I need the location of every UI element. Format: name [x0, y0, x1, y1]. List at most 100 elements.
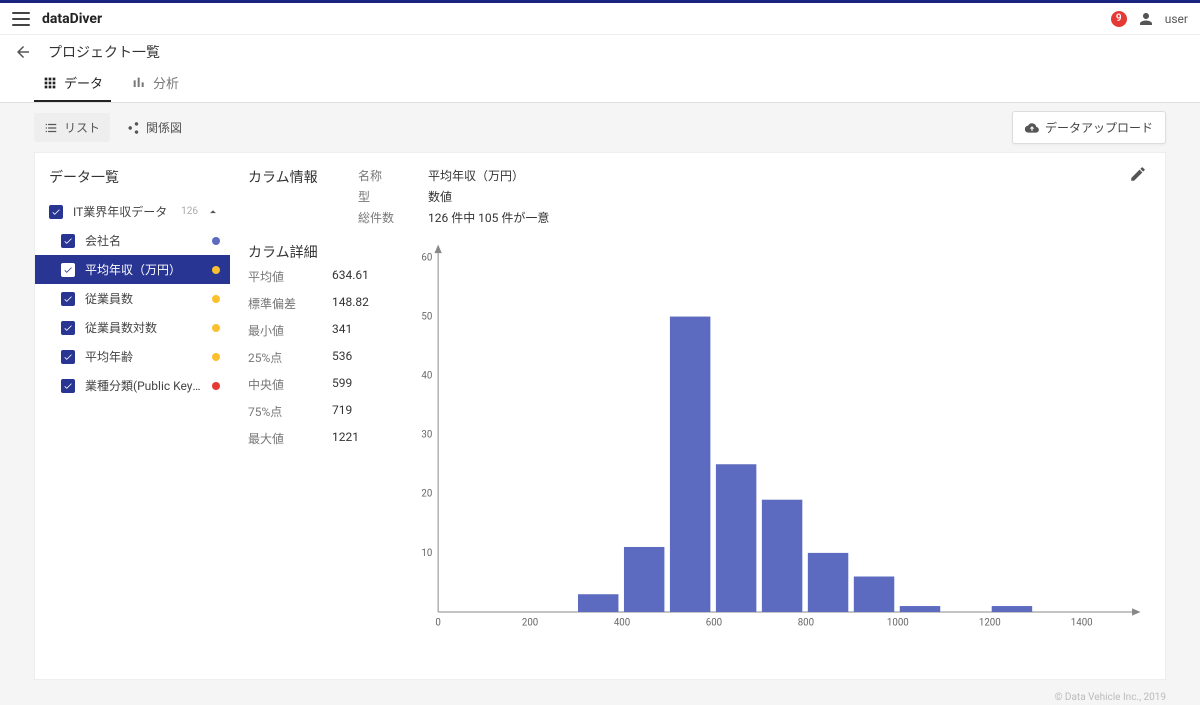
cloud-upload-icon	[1025, 121, 1039, 135]
tree-item-label: 会社名	[85, 232, 206, 249]
checkbox-icon[interactable]	[61, 292, 75, 306]
stat-label: 中央値	[248, 376, 308, 393]
notification-badge[interactable]: 9	[1111, 11, 1127, 27]
tree-item-5[interactable]: 業種分類(Public Keyによ…	[35, 371, 230, 400]
column-info-section: カラム情報 名称 平均年収（万円） 型 数値 総件数 126 件中 105 件が…	[248, 167, 1147, 226]
tree-root-label: IT業界年収データ	[73, 203, 181, 220]
svg-text:400: 400	[614, 618, 630, 629]
svg-text:20: 20	[421, 489, 432, 500]
stat-value: 341	[332, 322, 369, 339]
tree-item-1[interactable]: 平均年収（万円）	[35, 255, 230, 284]
svg-text:10: 10	[421, 548, 432, 559]
info-name-label: 名称	[358, 167, 408, 184]
svg-text:600: 600	[706, 618, 722, 629]
upload-label: データアップロード	[1045, 119, 1153, 136]
tree-item-label: 業種分類(Public Keyによ…	[85, 377, 206, 394]
edit-icon[interactable]	[1129, 165, 1147, 183]
column-details-section: カラム詳細 平均値 634.61 標準偏差 148.82 最小値 341 25%点 536 中央…	[248, 242, 1147, 646]
tab-data[interactable]: データ	[34, 73, 111, 102]
checkbox-icon[interactable]	[61, 263, 75, 277]
tab-analysis-label: 分析	[153, 73, 179, 92]
tab-data-label: データ	[64, 73, 103, 92]
tree-item-3[interactable]: 従業員数対数	[35, 313, 230, 342]
type-dot	[212, 353, 220, 361]
list-icon	[44, 121, 58, 135]
svg-text:30: 30	[421, 430, 432, 441]
svg-text:800: 800	[798, 618, 814, 629]
stat-value: 1221	[332, 430, 369, 447]
sub-toolbar: リスト 関係図 データアップロード	[0, 103, 1200, 152]
app-title: dataDiver	[42, 11, 102, 27]
sidebar-title: データ一覧	[35, 167, 230, 197]
share-icon	[126, 121, 140, 135]
svg-text:1200: 1200	[979, 618, 1001, 629]
bars-icon	[131, 75, 147, 91]
type-dot	[212, 237, 220, 245]
tree-root-count: 126	[181, 206, 198, 217]
type-dot	[212, 266, 220, 274]
stat-label: 最小値	[248, 322, 308, 339]
stat-value: 148.82	[332, 295, 369, 312]
tree-root[interactable]: IT業界年収データ 126	[35, 197, 230, 226]
histogram-svg: 0 200 400 600 800 1000 1200 1400 10 20 30 40 50 60	[409, 242, 1147, 642]
type-dot	[212, 295, 220, 303]
tree-item-label: 従業員数	[85, 290, 206, 307]
user-icon[interactable]	[1137, 10, 1155, 28]
tabs-row: データ 分析	[0, 69, 1200, 103]
app-header: dataDiver 9 user	[0, 3, 1200, 35]
menu-icon[interactable]	[12, 12, 30, 26]
stat-value: 536	[332, 349, 369, 366]
column-info-table: 名称 平均年収（万円） 型 数値 総件数 126 件中 105 件が一意	[358, 167, 549, 226]
svg-text:200: 200	[522, 618, 538, 629]
tree-item-2[interactable]: 従業員数	[35, 284, 230, 313]
info-name-value: 平均年収（万円）	[428, 167, 549, 184]
checkbox-icon[interactable]	[61, 234, 75, 248]
footer-copyright: © Data Vehicle Inc., 2019	[0, 690, 1200, 705]
svg-text:50: 50	[421, 311, 432, 322]
column-details-title: カラム詳細	[248, 242, 369, 262]
info-type-value: 数値	[428, 188, 549, 205]
view-list-label: リスト	[64, 119, 100, 136]
view-list-button[interactable]: リスト	[34, 113, 110, 142]
stats-table: 平均値 634.61 標準偏差 148.82 最小値 341 25%点 536 中央値 599 75…	[248, 268, 369, 447]
info-type-label: 型	[358, 188, 408, 205]
stat-label: 平均値	[248, 268, 308, 285]
breadcrumb-title[interactable]: プロジェクト一覧	[48, 42, 160, 62]
histogram-chart: 0 200 400 600 800 1000 1200 1400 10 20 30 40 50 60	[409, 242, 1147, 646]
svg-text:60: 60	[421, 252, 432, 263]
tree-item-0[interactable]: 会社名	[35, 226, 230, 255]
back-arrow-icon[interactable]	[14, 43, 32, 61]
svg-text:40: 40	[421, 371, 432, 382]
tree-item-label: 平均年齢	[85, 348, 206, 365]
chevron-up-icon[interactable]	[206, 205, 220, 219]
checkbox-icon[interactable]	[61, 321, 75, 335]
tab-analysis[interactable]: 分析	[123, 73, 187, 102]
stat-value: 719	[332, 403, 369, 420]
stat-label: 最大値	[248, 430, 308, 447]
stat-label: 75%点	[248, 403, 308, 420]
stat-label: 標準偏差	[248, 295, 308, 312]
checkbox-icon[interactable]	[61, 379, 75, 393]
stat-value: 634.61	[332, 268, 369, 285]
checkbox-icon[interactable]	[61, 350, 75, 364]
svg-text:1000: 1000	[887, 618, 909, 629]
content: データ一覧 IT業界年収データ 126 会社名平均年収（万円）従業員数従業員数対…	[34, 152, 1166, 680]
sidebar: データ一覧 IT業界年収データ 126 会社名平均年収（万円） 従業員数従業員数対…	[35, 153, 230, 679]
breadcrumb-row: プロジェクト一覧	[0, 35, 1200, 69]
checkbox-icon[interactable]	[49, 205, 63, 219]
column-info-title: カラム情報	[248, 167, 328, 226]
type-dot	[212, 324, 220, 332]
tree-children: 会社名平均年収（万円） 従業員数従業員数対数平均年齢業種分類(Public Key…	[35, 226, 230, 400]
tree-item-label: 従業員数対数	[85, 319, 206, 336]
svg-text:0: 0	[435, 618, 440, 629]
tree-item-4[interactable]: 平均年齢	[35, 342, 230, 371]
upload-button[interactable]: データアップロード	[1012, 111, 1166, 144]
view-relation-label: 関係図	[146, 119, 182, 136]
svg-text:1400: 1400	[1071, 618, 1093, 629]
info-count-value: 126 件中 105 件が一意	[428, 209, 549, 226]
stat-value: 599	[332, 376, 369, 393]
stat-label: 25%点	[248, 349, 308, 366]
type-dot	[212, 382, 220, 390]
view-relation-button[interactable]: 関係図	[116, 113, 192, 142]
grid-icon	[42, 75, 58, 91]
